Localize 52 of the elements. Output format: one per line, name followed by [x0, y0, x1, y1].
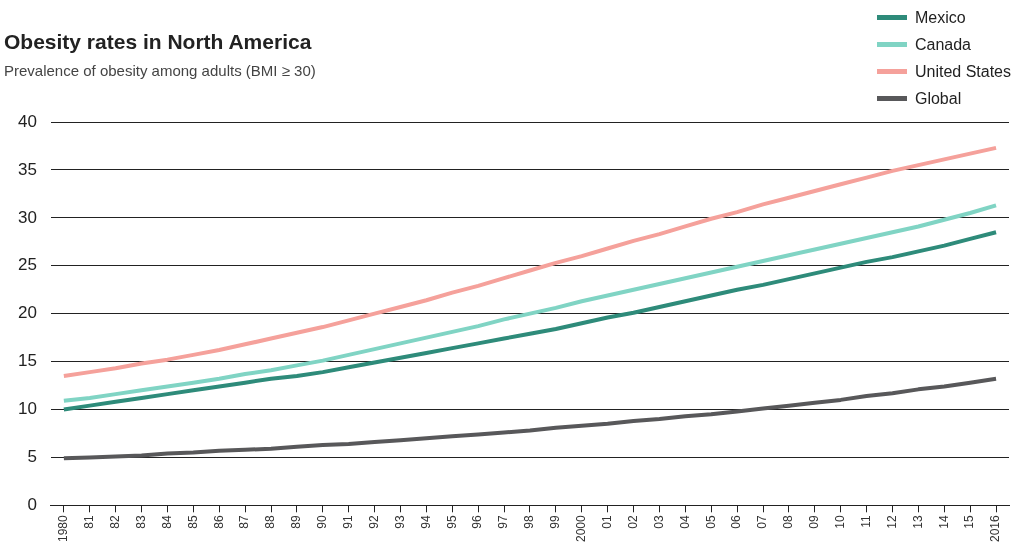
y-tick-label: 0 [27, 494, 37, 514]
y-tick-label: 15 [17, 351, 37, 371]
chart-subtitle: Prevalence of obesity among adults (BMI ≥ 30) [4, 62, 316, 79]
x-tick-label: 91 [341, 514, 356, 529]
x-tick-label: 97 [496, 514, 511, 529]
x-tick-label: 90 [315, 514, 330, 529]
x-tick-label: 05 [703, 514, 718, 529]
x-tick-label: 10 [833, 514, 847, 529]
x-tick-label: 82 [107, 514, 122, 529]
x-tick-label: 86 [211, 514, 226, 529]
x-tick-label: 89 [289, 514, 304, 529]
x-tick-label: 93 [392, 514, 407, 529]
x-tick-label: 1980 [56, 514, 71, 543]
y-tick-label: 20 [17, 303, 37, 323]
x-tick-label: 99 [548, 514, 563, 529]
y-tick-label: 40 [17, 111, 37, 131]
x-tick-label: 11 [858, 514, 873, 528]
x-tick-label: 98 [522, 514, 537, 529]
x-tick-label: 15 [962, 514, 977, 529]
legend-label: Mexico [914, 8, 966, 27]
legend-label: Canada [914, 35, 971, 54]
x-tick-label: 2000 [574, 514, 589, 543]
legend-label: Global [914, 89, 962, 108]
x-tick-label: 2016 [988, 514, 1003, 543]
x-tick-label: 07 [755, 514, 770, 529]
x-tick-label: 08 [781, 514, 796, 529]
x-tick-label: 09 [807, 514, 822, 529]
x-tick-label: 12 [884, 514, 899, 529]
x-tick-label: 87 [237, 514, 252, 529]
x-tick-label: 94 [418, 514, 433, 529]
x-tick-label: 81 [82, 514, 97, 529]
legend-label: United States [914, 62, 1011, 81]
x-tick-label: 84 [159, 514, 174, 529]
y-tick-label: 25 [17, 255, 37, 275]
x-tick-label: 04 [677, 514, 692, 529]
y-tick-label: 5 [27, 447, 37, 467]
x-tick-label: 88 [263, 514, 278, 529]
y-tick-label: 10 [17, 399, 37, 419]
x-tick-label: 92 [366, 514, 381, 529]
chart-title: Obesity rates in North America [4, 30, 312, 54]
x-tick-label: 85 [185, 514, 200, 529]
x-tick-label: 96 [470, 514, 485, 529]
x-tick-label: 14 [936, 514, 951, 529]
x-tick-label: 13 [910, 514, 925, 529]
x-tick-label: 95 [444, 514, 459, 529]
x-tick-label: 83 [133, 514, 148, 529]
x-tick-label: 02 [625, 514, 640, 529]
y-tick-label: 35 [17, 159, 37, 179]
x-tick-label: 03 [651, 514, 666, 529]
x-tick-label: 01 [599, 514, 614, 529]
x-tick-label: 06 [729, 514, 744, 529]
y-tick-label: 30 [17, 207, 37, 227]
